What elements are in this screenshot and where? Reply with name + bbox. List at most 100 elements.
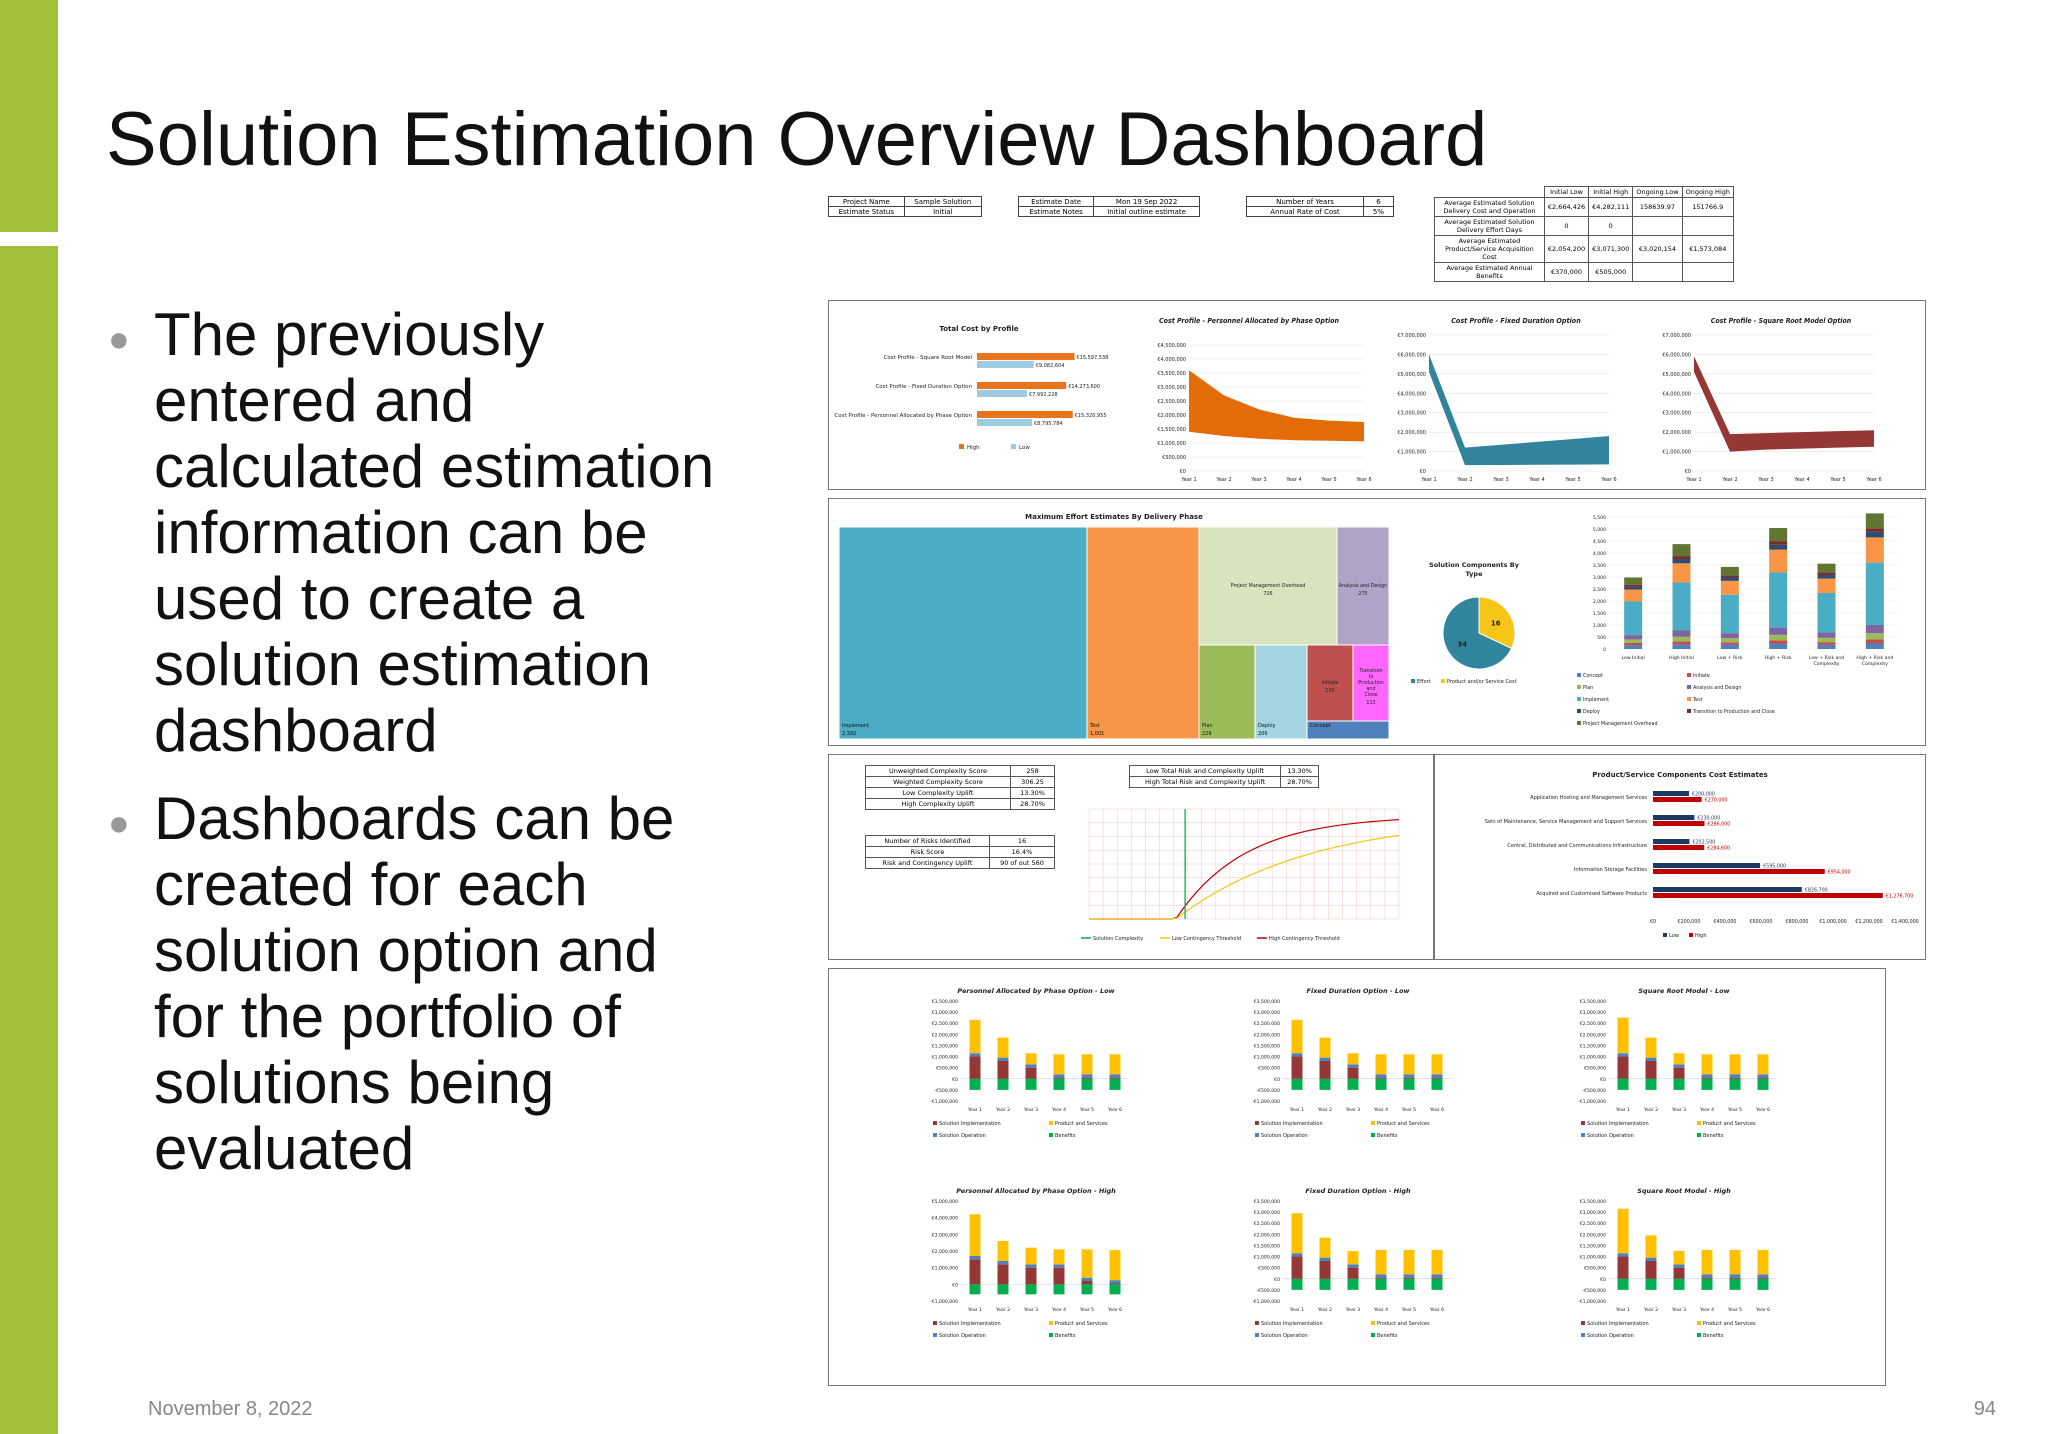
y-tick-label: 4,000 xyxy=(1593,551,1606,557)
bar-benefits xyxy=(997,1284,1009,1295)
bar-solution-operation xyxy=(1081,1074,1093,1078)
x-tick-label: Year 6 xyxy=(1429,1107,1444,1113)
x-tick-label: Year 3 xyxy=(1492,477,1508,483)
legend-label: Concept xyxy=(1583,673,1603,679)
legend-swatch xyxy=(933,1333,937,1337)
y-tick-label: 1,500 xyxy=(1593,611,1606,617)
x-tick-label: Year 2 xyxy=(1215,477,1231,483)
y-tick-label: 5,000 xyxy=(1593,527,1606,533)
stacked-bar-segment xyxy=(1817,563,1836,573)
y-tick-label: €3,000,000 xyxy=(1397,411,1426,417)
stacked-bar-segment xyxy=(1672,563,1691,583)
stacked-bar-segment xyxy=(1769,549,1788,573)
bar-solution-operation xyxy=(1673,1264,1685,1268)
summary-cell: €3,020,154 xyxy=(1632,235,1683,263)
stacked-bar-segment xyxy=(1720,594,1739,634)
legend-swatch xyxy=(1049,1121,1053,1125)
cost-breakdown-panel: Personnel Allocated by Phase Option - Lo… xyxy=(828,968,1886,1386)
treemap-label: Production xyxy=(1358,680,1384,686)
bar-solution-implementation xyxy=(1375,1277,1387,1279)
bar-benefits xyxy=(1347,1078,1359,1090)
y-tick-label: €1,000,000 xyxy=(932,1266,958,1272)
legend-label: Low xyxy=(1669,933,1679,939)
y-tick-label: €3,500,000 xyxy=(1580,1199,1606,1205)
y-tick-label: €1,500,000 xyxy=(1254,1043,1280,1049)
stacked-bar-segment xyxy=(1865,531,1884,538)
legend-swatch xyxy=(1255,1133,1259,1137)
x-tick-label: Year 1 xyxy=(1685,477,1701,483)
y-tick-label: €2,000,000 xyxy=(1254,1032,1280,1038)
y-tick-label: €2,000,000 xyxy=(1580,1232,1606,1238)
y-tick-label: €5,000,000 xyxy=(932,1199,958,1205)
stacked-bar-segment xyxy=(1624,639,1643,643)
x-tick-label: €200,000 xyxy=(1678,919,1701,925)
legend-swatch xyxy=(933,1121,937,1125)
bar-benefits xyxy=(1757,1078,1769,1090)
bar-benefits xyxy=(1319,1078,1331,1090)
y-tick-label: €6,000,000 xyxy=(1397,352,1426,358)
legend-swatch xyxy=(1577,721,1581,725)
bar-solution-implementation xyxy=(1701,1077,1713,1079)
y-tick-label: €0 xyxy=(1600,1277,1606,1283)
bar-product-services xyxy=(1431,1054,1443,1075)
bar-solution-operation xyxy=(1729,1274,1741,1278)
summary-cell: 158639.97 xyxy=(1632,197,1683,217)
x-tick-label: Year 1 xyxy=(1180,477,1196,483)
legend-swatch xyxy=(1577,697,1581,701)
bar-solution-operation xyxy=(1431,1274,1443,1278)
y-tick-label: €1,000,000 xyxy=(1254,1255,1280,1261)
y-tick-label: €4,000,000 xyxy=(1662,391,1691,397)
bar-solution-implementation xyxy=(1025,1067,1037,1079)
bar-solution-operation xyxy=(1319,1057,1331,1061)
uplift-label: Low Total Risk and Complexity Uplift xyxy=(1128,765,1282,777)
treemap-label: Analysis and Design xyxy=(1339,583,1387,589)
bar-solution-implementation xyxy=(1673,1067,1685,1079)
x-tick-label: Year 2 xyxy=(1643,1107,1658,1113)
summary-cell: €4,282,111 xyxy=(1588,197,1634,217)
data-label: €200,000 xyxy=(1692,792,1715,798)
chart-title: Type xyxy=(1466,570,1484,578)
bar-benefits xyxy=(1617,1278,1629,1290)
fixed-duration-cost-profile-chart: Cost Profile - Fixed Duration Option €7,0… xyxy=(1397,317,1616,483)
bar-solution-operation xyxy=(1347,1264,1359,1268)
stacked-bar-segment xyxy=(1720,577,1739,581)
stacked-bar-segment xyxy=(1720,638,1739,643)
legend-label: Initiate xyxy=(1693,673,1710,679)
legend-swatch xyxy=(1697,1333,1701,1337)
bar-high xyxy=(1653,869,1825,874)
x-tick-label: Year 4 xyxy=(1528,477,1544,483)
stacked-bar-segment xyxy=(1865,625,1884,634)
bar-solution-operation xyxy=(1375,1274,1387,1278)
bar-high xyxy=(1653,845,1705,850)
complexity-score-value: 306.25 xyxy=(1010,776,1055,788)
summary-row: Average Estimated Product/Service Acquis… xyxy=(1434,235,1735,263)
y-tick-label: 1,000 xyxy=(1593,623,1606,629)
x-tick-label: €800,000 xyxy=(1786,919,1809,925)
legend-swatch xyxy=(1581,1333,1585,1337)
y-tick-label: €2,500,000 xyxy=(1157,399,1186,405)
stacked-bar-segment xyxy=(1817,592,1836,633)
complexity-score-value: 28.70% xyxy=(1010,798,1055,810)
bar-product-services xyxy=(1025,1247,1037,1265)
bar-solution-operation xyxy=(1109,1280,1121,1284)
project-info-value: Initial xyxy=(903,206,983,217)
legend-swatch xyxy=(1371,1133,1375,1137)
y-tick-label: €4,000,000 xyxy=(1397,391,1426,397)
legend-label: Solution Operation xyxy=(1587,1333,1634,1339)
legend-swatch xyxy=(933,1321,937,1325)
bar-product-services xyxy=(1347,1053,1359,1065)
bar-product-services xyxy=(1319,1237,1331,1258)
stacked-bar-segment xyxy=(1672,636,1691,642)
pie-slice xyxy=(1442,596,1513,670)
x-tick-label: Year 4 xyxy=(1699,1307,1714,1313)
x-tick-label: Year 2 xyxy=(1317,1107,1332,1113)
years-info-value: 5% xyxy=(1362,206,1395,217)
legend-label: Benefits xyxy=(1703,1333,1724,1339)
complexity-panel: Unweighted Complexity Score 258 Weighted C… xyxy=(828,754,1926,960)
complexity-score-label: High Complexity Uplift xyxy=(864,798,1012,810)
treemap-label: Transition xyxy=(1358,668,1382,674)
stacked-bar-segment xyxy=(1672,641,1691,645)
risk-score-label: Risk Score xyxy=(865,846,990,858)
stacked-bar-segment xyxy=(1817,572,1836,575)
treemap-cell xyxy=(1086,526,1200,740)
